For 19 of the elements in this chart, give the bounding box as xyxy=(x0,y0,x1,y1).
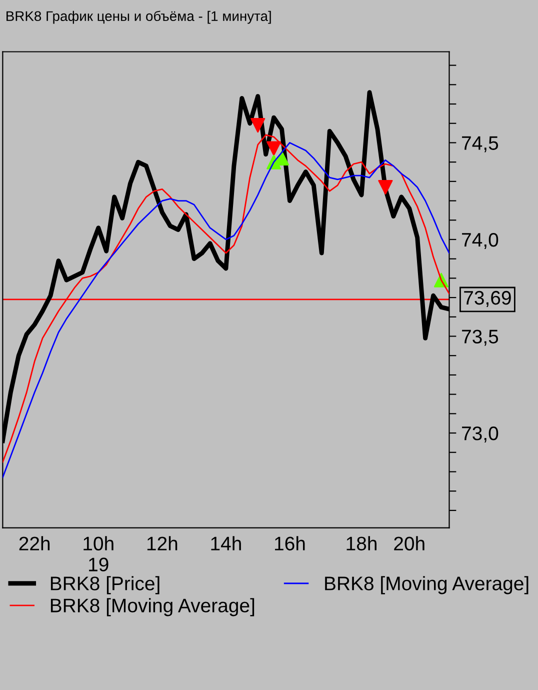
y-tick-label: 74,5 xyxy=(462,136,498,152)
y-tick-label: 73,0 xyxy=(462,426,498,443)
point xyxy=(266,141,282,156)
legend-label: BRK8 [Moving Average] xyxy=(50,598,254,616)
x-tick-label: 22h xyxy=(19,536,50,550)
x-tick-label: 18h xyxy=(346,536,376,550)
point xyxy=(378,180,393,195)
y-tick-label: 73,5 xyxy=(462,330,498,346)
y-tick-label: 74,0 xyxy=(462,232,498,250)
x-tick-label: 12h xyxy=(147,536,178,550)
chart-title: BRK8 График цены и объёма - [1 минута] xyxy=(6,10,271,24)
x-tick-label: 10h 19 xyxy=(84,536,114,572)
x-tick-label: 20h xyxy=(394,536,424,550)
legend-label: BRK8 [Moving Average] xyxy=(325,576,528,594)
legend-label: BRK8 [Price] xyxy=(50,576,160,594)
point xyxy=(250,118,266,133)
x-tick-label: 16h xyxy=(275,536,305,550)
ref-line-label: 73,69 xyxy=(464,290,511,307)
x-tick-label: 14h xyxy=(211,536,241,550)
